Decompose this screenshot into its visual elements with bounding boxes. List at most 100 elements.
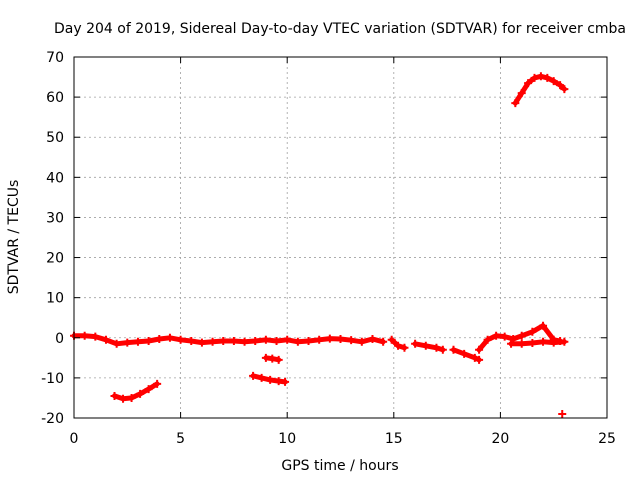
data-point <box>80 331 89 340</box>
data-series <box>70 72 569 418</box>
data-point <box>229 336 238 345</box>
data-point <box>511 99 520 108</box>
data-point <box>492 331 501 340</box>
series-group <box>507 337 569 348</box>
data-point <box>560 337 569 346</box>
y-tick-label: -10 <box>41 371 64 387</box>
series-group <box>70 331 388 348</box>
data-point <box>438 345 447 354</box>
data-point <box>261 335 270 344</box>
data-point <box>249 371 258 380</box>
data-point <box>101 335 110 344</box>
data-point <box>153 379 162 388</box>
y-tick-label: -20 <box>41 411 64 427</box>
data-point <box>560 85 569 94</box>
data-point <box>517 89 526 98</box>
data-point <box>274 355 283 364</box>
data-point <box>336 334 345 343</box>
data-point <box>240 337 249 346</box>
data-point <box>483 335 492 344</box>
data-point <box>144 385 153 394</box>
data-point <box>368 334 377 343</box>
data-point <box>325 334 334 343</box>
data-point <box>524 79 533 88</box>
data-point <box>208 337 217 346</box>
series-group <box>449 345 484 364</box>
data-point <box>144 336 153 345</box>
data-point <box>155 334 164 343</box>
x-tick-label: 20 <box>491 431 509 447</box>
chart-title: Day 204 of 2019, Sidereal Day-to-day VTE… <box>54 21 626 37</box>
data-point <box>110 391 119 400</box>
series-group <box>411 339 447 354</box>
data-point <box>257 373 266 382</box>
data-point <box>528 338 537 347</box>
data-point <box>283 335 292 344</box>
x-tick-label: 5 <box>176 431 185 447</box>
data-point <box>536 72 545 81</box>
y-tick-label: 60 <box>46 90 64 106</box>
data-point <box>539 321 548 330</box>
data-point <box>421 341 430 350</box>
x-tick-label: 10 <box>278 431 296 447</box>
data-point <box>176 335 185 344</box>
data-point <box>293 337 302 346</box>
series-group <box>110 379 162 403</box>
data-point <box>539 337 548 346</box>
data-point <box>558 409 567 418</box>
series-group <box>558 409 567 418</box>
data-point <box>268 354 277 363</box>
data-point <box>394 341 403 350</box>
data-point <box>475 355 484 364</box>
data-point <box>556 81 565 90</box>
x-axis-label: GPS time / hours <box>281 458 398 474</box>
data-point <box>127 393 136 402</box>
series-group <box>475 321 565 354</box>
series-line <box>476 323 563 353</box>
x-tick-label: 25 <box>598 431 616 447</box>
data-point <box>165 333 174 342</box>
data-point <box>266 375 275 384</box>
data-point <box>449 345 458 354</box>
data-point <box>357 337 366 346</box>
y-tick-label: 40 <box>46 170 64 186</box>
data-point <box>543 73 552 82</box>
y-tick-label: 10 <box>46 291 64 307</box>
data-point <box>400 343 409 352</box>
x-tick-label: 0 <box>70 431 79 447</box>
data-point <box>530 73 539 82</box>
data-point <box>251 336 260 345</box>
data-point <box>549 338 558 347</box>
data-point <box>387 335 396 344</box>
data-point <box>507 339 516 348</box>
axis-ticks: 0 5 10 15 20 25 -20 -10 0 10 20 30 40 50 60 70 <box>41 50 616 447</box>
data-point <box>517 339 526 348</box>
y-tick-label: 0 <box>55 331 64 347</box>
data-point <box>315 335 324 344</box>
data-point <box>219 336 228 345</box>
data-point <box>133 337 142 346</box>
x-tick-label: 15 <box>385 431 403 447</box>
y-tick-label: 20 <box>46 251 64 267</box>
y-tick-label: 30 <box>46 210 64 226</box>
data-point <box>112 339 121 348</box>
data-point <box>136 389 145 398</box>
data-point <box>91 332 100 341</box>
data-point <box>549 77 558 86</box>
series-group <box>387 335 409 352</box>
data-point <box>272 336 281 345</box>
data-point <box>123 338 132 347</box>
data-point <box>119 394 128 403</box>
data-point <box>432 343 441 352</box>
y-tick-label: 50 <box>46 130 64 146</box>
data-point <box>347 336 356 345</box>
data-point <box>304 336 313 345</box>
series-group <box>249 371 290 386</box>
data-point <box>460 349 469 358</box>
plot-frame <box>73 56 608 419</box>
data-point <box>528 327 537 336</box>
series-group <box>261 353 283 364</box>
data-point <box>517 331 526 340</box>
data-point <box>281 377 290 386</box>
